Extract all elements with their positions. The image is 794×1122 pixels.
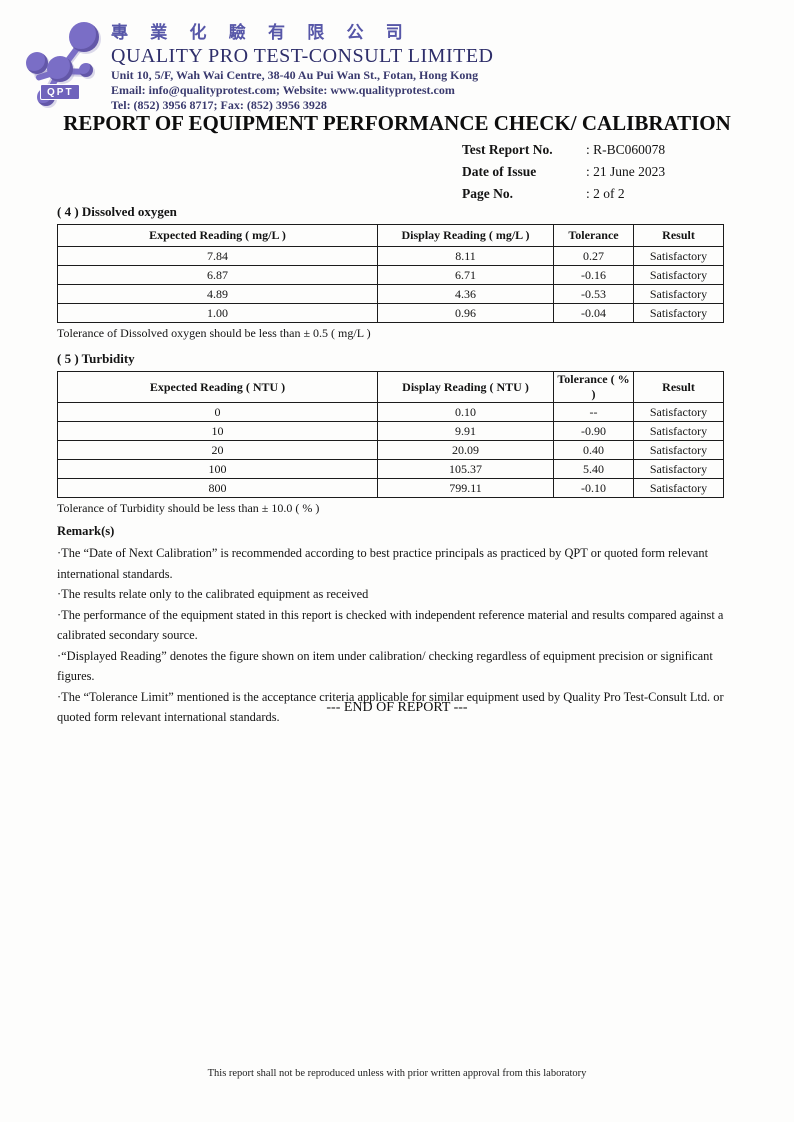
- remark-item: ·The “Date of Next Calibration” is recom…: [57, 546, 709, 581]
- table-cell: 20.09: [377, 440, 554, 460]
- company-email-website: Email: info@qualityprotest.com; Website:…: [111, 83, 455, 97]
- column-header: Tolerance: [553, 224, 634, 247]
- end-of-report-marker: --- END OF REPORT ---: [326, 700, 468, 715]
- table-row: 100 105.37 5.40 Satisfactory: [57, 459, 724, 479]
- table-cell: 0.10: [377, 402, 554, 422]
- table-cell: --: [553, 402, 634, 422]
- letterhead-text: 專 業 化 驗 有 限 公 司 QUALITY PRO TEST-CONSULT…: [111, 8, 494, 113]
- remark-item: ·The results relate only to the calibrat…: [57, 587, 369, 601]
- table-cell: 0.40: [553, 440, 634, 460]
- table-row: 800 799.11 -0.10 Satisfactory: [57, 478, 724, 498]
- logo-qpt-label: QPT: [40, 84, 80, 100]
- report-meta-row: Date of Issue : 21 June 2023: [462, 161, 665, 183]
- test-report-no-value: : R-BC060078: [586, 142, 666, 157]
- column-header: Result: [633, 371, 724, 403]
- table-cell: 1.00: [57, 303, 378, 323]
- section-turbidity: ( 5 ) Turbidity Expected Reading ( NTU )…: [57, 351, 725, 516]
- section-heading: ( 5 ) Turbidity: [57, 351, 135, 366]
- table-cell: Satisfactory: [633, 303, 724, 323]
- footer-disclaimer: This report shall not be reproduced unle…: [207, 1068, 587, 1079]
- table-row: 20 20.09 0.40 Satisfactory: [57, 440, 724, 460]
- table-cell: 8.11: [377, 246, 554, 266]
- table-cell: 800: [57, 478, 378, 498]
- logo-atom: [47, 56, 73, 82]
- table-row: 6.87 6.71 -0.16 Satisfactory: [57, 265, 724, 285]
- table-cell: Satisfactory: [633, 459, 724, 479]
- table-header-row: Expected Reading ( mg/L ) Display Reading…: [57, 224, 724, 247]
- table-cell: 9.91: [377, 421, 554, 441]
- section-heading: ( 4 ) Dissolved oxygen: [57, 204, 177, 219]
- table-cell: Satisfactory: [633, 478, 724, 498]
- table-cell: 0: [57, 402, 378, 422]
- table-cell: Satisfactory: [633, 440, 724, 460]
- table-cell: 105.37: [377, 459, 554, 479]
- table-cell: 799.11: [377, 478, 554, 498]
- table-cell: 4.89: [57, 284, 378, 304]
- column-header: Result: [633, 224, 724, 247]
- remark-item: ·The “Tolerance Limit” mentioned is the …: [57, 689, 724, 725]
- table-cell: 10: [57, 421, 378, 441]
- remarks-section: Remark(s) ·The “Date of Next Calibration…: [57, 524, 741, 728]
- table-cell: 6.87: [57, 265, 378, 285]
- tolerance-note: Tolerance of Dissolved oxygen should be …: [57, 326, 371, 340]
- report-title: REPORT OF EQUIPMENT PERFORMANCE CHECK/ C…: [63, 111, 731, 135]
- company-name-chinese: 專 業 化 驗 有 限 公 司: [111, 23, 412, 42]
- table-cell: 7.84: [57, 246, 378, 266]
- column-header: Expected Reading ( NTU ): [57, 371, 378, 403]
- column-header: Display Reading ( NTU ): [377, 371, 554, 403]
- remarks-list: ·The “Date of Next Calibration” is recom…: [57, 543, 741, 728]
- company-tel-fax: Tel: (852) 3956 8717; Fax: (852) 3956 39…: [111, 98, 327, 112]
- table-cell: Satisfactory: [633, 402, 724, 422]
- table-row: 1.00 0.96 -0.04 Satisfactory: [57, 303, 724, 323]
- report-meta-row: Test Report No. : R-BC060078: [462, 139, 665, 161]
- company-name: QUALITY PRO TEST-CONSULT LIMITED: [111, 45, 494, 67]
- company-address: Unit 10, 5/F, Wah Wai Centre, 38-40 Au P…: [111, 68, 479, 82]
- table-cell: -0.53: [553, 284, 634, 304]
- table-cell: -0.90: [553, 421, 634, 441]
- section-dissolved-oxygen: ( 4 ) Dissolved oxygen Expected Reading …: [57, 204, 725, 341]
- date-of-issue-label: Date of Issue: [462, 164, 537, 179]
- table-row: 0 0.10 -- Satisfactory: [57, 402, 724, 422]
- column-header: Display Reading ( mg/L ): [377, 224, 554, 247]
- table-cell: 100: [57, 459, 378, 479]
- table-cell: -0.04: [553, 303, 634, 323]
- column-header: Tolerance ( % ): [553, 371, 634, 403]
- table-cell: Satisfactory: [633, 246, 724, 266]
- table-cell: 5.40: [553, 459, 634, 479]
- test-report-no-label: Test Report No.: [462, 142, 553, 157]
- remark-item: ·“Displayed Reading” denotes the figure …: [57, 648, 713, 684]
- qpt-molecule-logo-icon: QPT: [8, 8, 103, 108]
- date-of-issue-value: : 21 June 2023: [586, 164, 666, 179]
- table-cell: 0.96: [377, 303, 554, 323]
- table-cell: -0.16: [553, 265, 634, 285]
- tolerance-note: Tolerance of Turbidity should be less th…: [57, 501, 320, 515]
- page-no-value: : 2 of 2: [586, 186, 625, 201]
- table-row: 10 9.91 -0.90 Satisfactory: [57, 421, 724, 441]
- logo-atom: [79, 63, 93, 77]
- table-cell: 0.27: [553, 246, 634, 266]
- logo-atom: [26, 52, 48, 74]
- report-meta: Test Report No. : R-BC060078 Date of Iss…: [462, 139, 665, 205]
- table-cell: Satisfactory: [633, 421, 724, 441]
- table-header-row: Expected Reading ( NTU ) Display Reading …: [57, 371, 724, 403]
- logo-atom: [69, 22, 99, 52]
- page-no-label: Page No.: [462, 186, 513, 201]
- table-cell: Satisfactory: [633, 265, 724, 285]
- table-row: 4.89 4.36 -0.53 Satisfactory: [57, 284, 724, 304]
- table-cell: Satisfactory: [633, 284, 724, 304]
- table-row: 7.84 8.11 0.27 Satisfactory: [57, 246, 724, 266]
- report-meta-row: Page No. : 2 of 2: [462, 183, 665, 205]
- table-cell: 4.36: [377, 284, 554, 304]
- table-cell: 20: [57, 440, 378, 460]
- dissolved-oxygen-table: Expected Reading ( mg/L ) Display Reading…: [57, 224, 724, 323]
- letterhead: QPT 專 業 化 驗 有 限 公 司 QUALITY PRO TEST-CON…: [8, 8, 494, 113]
- column-header: Expected Reading ( mg/L ): [57, 224, 378, 247]
- table-cell: -0.10: [553, 478, 634, 498]
- table-cell: 6.71: [377, 265, 554, 285]
- turbidity-table: Expected Reading ( NTU ) Display Reading …: [57, 371, 724, 498]
- remark-item: ·The performance of the equipment stated…: [57, 607, 724, 643]
- remarks-heading: Remark(s): [57, 524, 115, 538]
